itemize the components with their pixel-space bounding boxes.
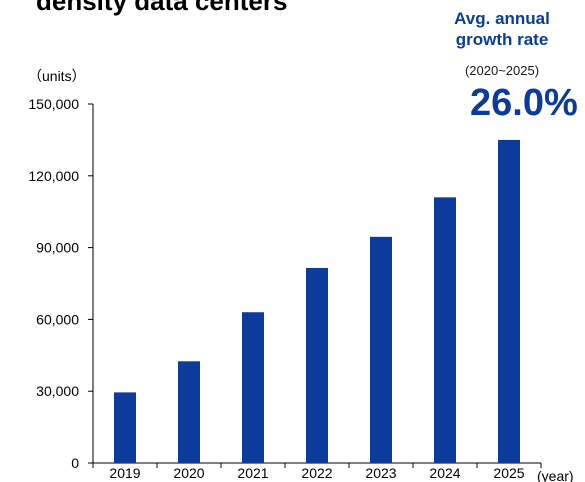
growth-rate-value: 26.0% [470, 82, 578, 124]
chart-title: density data centers [36, 0, 288, 16]
y-tick-label: 90,000 [36, 240, 79, 256]
y-tick-label: 30,000 [36, 383, 79, 399]
bar-2025 [498, 139, 520, 463]
growth-rate-label: Avg. annual growth rate [454, 9, 550, 49]
bar-2019 [114, 392, 136, 463]
y-unit-label: （units） [28, 68, 86, 84]
y-tick-label: 60,000 [36, 311, 79, 327]
bar-2024 [434, 197, 456, 463]
growth-rate-period: (2020~2025) [464, 63, 540, 78]
x-tick-label: 2025 [493, 465, 524, 481]
bar-2020 [178, 361, 200, 463]
x-tick-label: 2024 [429, 465, 460, 481]
y-tick-label: 120,000 [28, 168, 79, 184]
y-tick-label: 0 [71, 455, 79, 471]
x-tick-label: 2022 [301, 465, 332, 481]
x-tick-label: 2019 [109, 465, 140, 481]
bar-2022 [306, 267, 328, 463]
x-tick-label: 2020 [173, 465, 204, 481]
bar-2021 [242, 312, 264, 463]
bar-2023 [370, 236, 392, 463]
x-axis-label: (year) [537, 468, 574, 482]
x-tick-label: 2023 [365, 465, 396, 481]
y-tick-label: 150,000 [28, 96, 79, 112]
x-tick-label: 2021 [237, 465, 268, 481]
